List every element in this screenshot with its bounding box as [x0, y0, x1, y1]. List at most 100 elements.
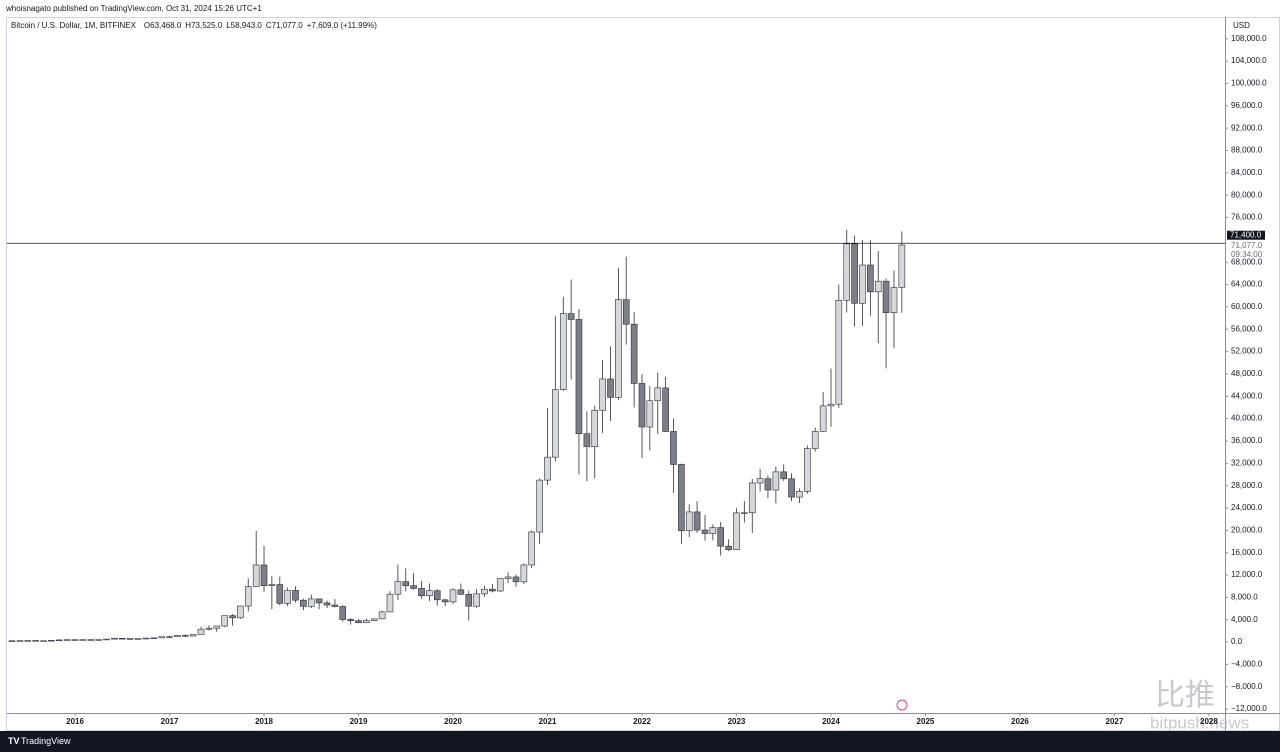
candle-body: [426, 590, 433, 597]
candle-body: [118, 638, 126, 640]
ohlc-value: O63,468.0: [144, 21, 182, 30]
y-tick-label: 88,000.0: [1231, 146, 1263, 155]
candle-body: [87, 639, 95, 641]
x-tick-label: 2026: [1011, 717, 1029, 726]
candle-body: [796, 491, 803, 498]
candle-body: [898, 244, 906, 288]
candle-body: [811, 431, 819, 449]
candle-body: [662, 387, 669, 432]
candle-body: [489, 588, 496, 592]
y-tick-label: 104,000.0: [1231, 56, 1267, 65]
currency: USD: [1233, 21, 1250, 30]
ohlc-value: L58,943.0: [226, 21, 262, 30]
candle-body: [630, 323, 638, 384]
candle-body: [331, 604, 339, 607]
candle-body: [197, 628, 205, 635]
candle-body: [528, 531, 536, 566]
y-tick-label: 16,000.0: [1231, 548, 1263, 557]
candle-body: [315, 598, 323, 604]
y-tick-label: −4,000.0: [1231, 660, 1263, 669]
x-tick-label: 2025: [917, 717, 935, 726]
y-tick-label: 100,000.0: [1231, 79, 1267, 88]
candle-body: [504, 576, 512, 579]
y-tick-label: 84,000.0: [1231, 168, 1263, 177]
candle-body: [756, 478, 764, 484]
watermark: 比推: [1155, 679, 1215, 712]
candle-body: [559, 313, 567, 390]
candle-body: [24, 640, 32, 642]
candle-body: [441, 599, 449, 603]
y-tick-label: 32,000.0: [1231, 458, 1263, 467]
candle-body: [827, 403, 835, 407]
candle-body: [552, 389, 559, 458]
candle-body: [638, 383, 646, 428]
candle-body: [615, 299, 622, 398]
candle-body: [370, 618, 378, 621]
candle-body: [79, 639, 87, 641]
candle-body: [307, 598, 315, 607]
candle-body: [709, 527, 717, 534]
candle-body: [347, 619, 354, 621]
candle-body: [449, 589, 457, 603]
candle-body: [859, 264, 866, 304]
candle-body: [725, 545, 732, 550]
candle-body: [607, 378, 614, 398]
x-tick-label: 2023: [728, 717, 746, 726]
candle-body: [685, 511, 693, 531]
candle-body: [48, 640, 55, 642]
candle-body: [693, 511, 701, 531]
candle-body: [252, 564, 260, 587]
candle-body: [221, 615, 228, 627]
candle-body: [819, 405, 827, 432]
y-tick-label: 52,000.0: [1231, 347, 1263, 356]
y-tick-label: 12,000.0: [1231, 570, 1263, 579]
y-tick-label: 44,000.0: [1231, 391, 1263, 400]
candle-body: [174, 635, 181, 637]
candle-body: [599, 378, 606, 411]
y-tick-label: 60,000.0: [1231, 302, 1263, 311]
candle-body: [843, 243, 851, 301]
x-tick-label: 2019: [350, 717, 368, 726]
candle-body: [402, 581, 410, 587]
candle-body: [182, 635, 189, 637]
x-tick-label: 2021: [539, 717, 557, 726]
candle-body: [205, 627, 213, 630]
candle-body: [764, 478, 772, 491]
y-tick-label: 64,000.0: [1231, 280, 1263, 289]
candle-body: [520, 564, 528, 583]
candle-body: [323, 602, 331, 606]
candle-body: [544, 456, 551, 481]
countdown: 09:34:00: [1231, 250, 1263, 259]
candle-body: [103, 638, 110, 641]
y-tick-label: 24,000.0: [1231, 503, 1263, 512]
candle-body: [16, 640, 24, 642]
candle-body: [457, 589, 465, 595]
candle-body: [363, 620, 370, 624]
x-tick-label: 2028: [1200, 717, 1218, 726]
y-tick-label: 0.0: [1231, 637, 1243, 646]
candle-body: [433, 590, 441, 601]
candle-body: [536, 479, 543, 533]
event-icon[interactable]: [896, 699, 908, 711]
candle-body: [496, 578, 504, 592]
candle-body: [678, 464, 685, 531]
candle-body: [355, 620, 362, 624]
candle-body: [95, 639, 102, 641]
candle-body: [40, 640, 47, 642]
price-label: 71,400.0: [1230, 230, 1262, 239]
candle-body: [701, 529, 709, 534]
candle-body: [717, 527, 724, 547]
ohlc-value: H73,525.0: [185, 21, 222, 30]
watermark: bitpush.news: [1150, 713, 1249, 732]
candle-body: [835, 300, 843, 405]
y-tick-label: 68,000.0: [1231, 257, 1263, 266]
candle-body: [71, 639, 79, 641]
candle-body: [780, 471, 788, 480]
candle-body: [591, 409, 599, 447]
publisher: whoisnagato published on TradingView.com…: [5, 4, 262, 13]
ohlc-value: C71,077.0: [266, 21, 303, 30]
candle-body: [260, 564, 268, 586]
candle-body: [851, 243, 858, 304]
candle-body: [512, 576, 520, 583]
